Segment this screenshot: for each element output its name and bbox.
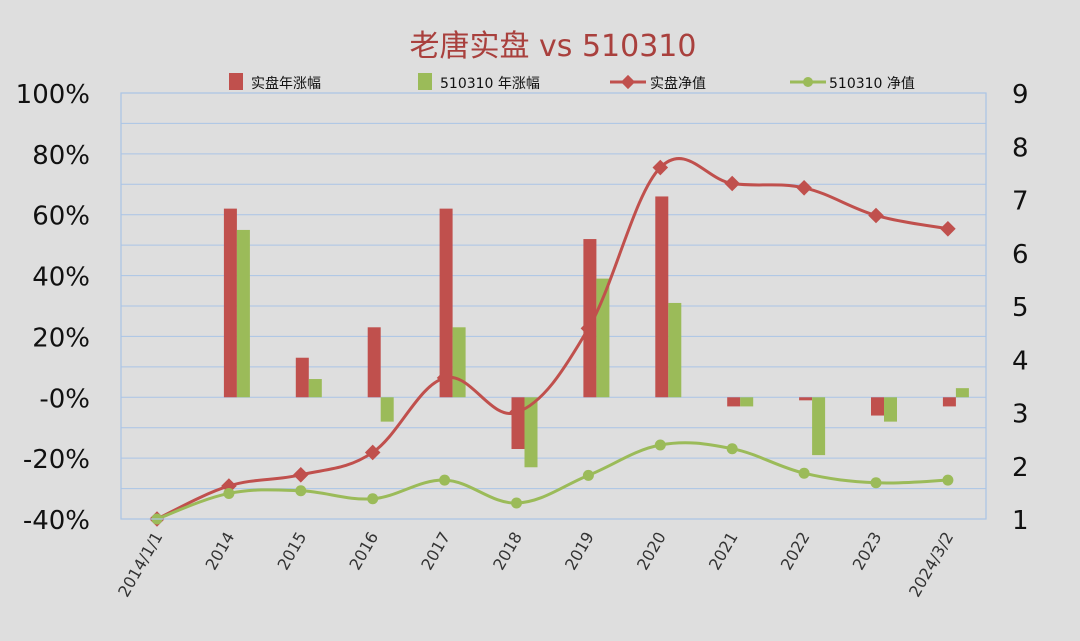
point-etf-nav-3	[367, 493, 379, 505]
bar-etf-4	[452, 327, 466, 398]
right-tick-label: 9	[1012, 80, 1029, 110]
bar-actual-5	[511, 397, 525, 450]
line-actual-nav	[156, 157, 949, 521]
point-actual-nav-8	[724, 175, 740, 192]
x-tick-label: 2014/1/1	[114, 529, 166, 601]
legend-circle-icon	[803, 77, 813, 87]
x-axis-ticks: 2014/1/1 2014 2015 2016 2017 2018 2019 2020 2021…	[114, 529, 957, 601]
bar-actual-8	[727, 397, 741, 407]
point-etf-nav-2	[295, 485, 307, 497]
point-etf-nav-11	[942, 474, 954, 486]
point-etf-nav-8	[726, 443, 738, 455]
right-tick-label: 6	[1012, 240, 1029, 270]
plot-frame	[120, 92, 987, 520]
left-axis-ticks: -40% -20% -0% 20% 40% 60% 80% 100%	[16, 80, 90, 536]
line-etf-nav	[156, 441, 948, 521]
right-tick-label: 2	[1012, 453, 1029, 483]
legend-label-etf-nav: 510310 净值	[829, 76, 915, 92]
bar-etf-10	[884, 397, 897, 422]
right-tick-label: 8	[1012, 133, 1029, 163]
right-axis-ticks: 1 2 3 4 5 6 7 8 9	[1012, 80, 1029, 536]
bar-actual-11	[942, 397, 956, 407]
left-tick-label: 100%	[16, 80, 90, 110]
left-tick-label: 40%	[32, 263, 90, 293]
bar-actual-4	[439, 208, 453, 398]
bar-actual-9	[799, 397, 813, 401]
legend-label-actual-nav: 实盘净值	[650, 75, 706, 92]
x-tick-label: 2023	[849, 529, 886, 574]
bar-etf-8	[740, 397, 754, 407]
bar-actual-3	[367, 327, 381, 398]
point-etf-nav-10	[870, 477, 882, 489]
legend: 实盘年涨幅 510310 年涨幅 实盘净值 510310 净值	[229, 73, 915, 92]
point-etf-nav-6	[582, 469, 594, 481]
point-etf-nav-7	[654, 439, 666, 451]
bar-etf-5	[524, 397, 538, 468]
point-etf-nav-9	[798, 467, 810, 479]
legend-swatch-etf-return	[418, 73, 432, 90]
right-tick-label: 5	[1012, 293, 1029, 323]
left-tick-label: 80%	[32, 141, 90, 171]
bar-actual-6	[583, 239, 597, 398]
x-tick-label: 2020	[633, 529, 670, 574]
x-tick-label: 2022	[777, 529, 814, 574]
x-tick-label: 2016	[345, 529, 382, 574]
bar-etf-2	[308, 379, 322, 398]
right-tick-label: 7	[1012, 187, 1029, 217]
legend-label-etf-return: 510310 年涨幅	[440, 76, 540, 92]
x-tick-label: 2021	[705, 529, 742, 574]
point-etf-nav-5	[511, 497, 522, 509]
right-tick-label: 1	[1012, 506, 1029, 536]
chart-title: 老唐实盘 vs 510310	[410, 29, 697, 64]
bar-series	[223, 196, 969, 468]
right-tick-label: 4	[1012, 346, 1029, 376]
point-etf-nav-1	[223, 487, 235, 499]
bar-etf-11	[955, 388, 969, 398]
legend-swatch-actual-return	[229, 73, 243, 90]
point-actual-nav-2	[293, 467, 309, 483]
bar-etf-7	[668, 302, 682, 398]
legend-label-actual-return: 实盘年涨幅	[251, 75, 321, 92]
left-tick-label: 20%	[32, 323, 90, 353]
axes	[120, 92, 987, 520]
left-tick-label: -40%	[23, 506, 90, 536]
right-tick-label: 3	[1012, 400, 1029, 430]
bar-etf-9	[812, 397, 826, 456]
legend-diamond-icon	[620, 74, 636, 90]
left-tick-label: 60%	[32, 202, 90, 232]
point-actual-nav-7	[652, 159, 669, 176]
bar-actual-1	[223, 208, 237, 398]
x-tick-label: 2019	[561, 529, 598, 574]
bar-etf-1	[236, 229, 250, 398]
bar-actual-2	[295, 357, 309, 398]
left-tick-label: -0%	[39, 384, 90, 414]
bar-actual-7	[655, 196, 669, 398]
x-tick-label: 2015	[273, 529, 310, 574]
bar-actual-10	[871, 397, 884, 416]
point-etf-nav-4	[439, 474, 451, 486]
point-actual-nav-10	[868, 207, 884, 224]
x-tick-label: 2024/3/2	[905, 529, 957, 601]
point-actual-nav-9	[796, 180, 812, 196]
x-tick-label: 2017	[417, 529, 454, 574]
left-tick-label: -20%	[23, 445, 90, 475]
gridlines	[121, 92, 986, 520]
x-tick-label: 2014	[202, 529, 239, 574]
bar-etf-3	[380, 397, 394, 422]
point-actual-nav-11	[940, 221, 956, 237]
x-tick-label: 2018	[489, 529, 526, 574]
line-series	[149, 157, 956, 527]
